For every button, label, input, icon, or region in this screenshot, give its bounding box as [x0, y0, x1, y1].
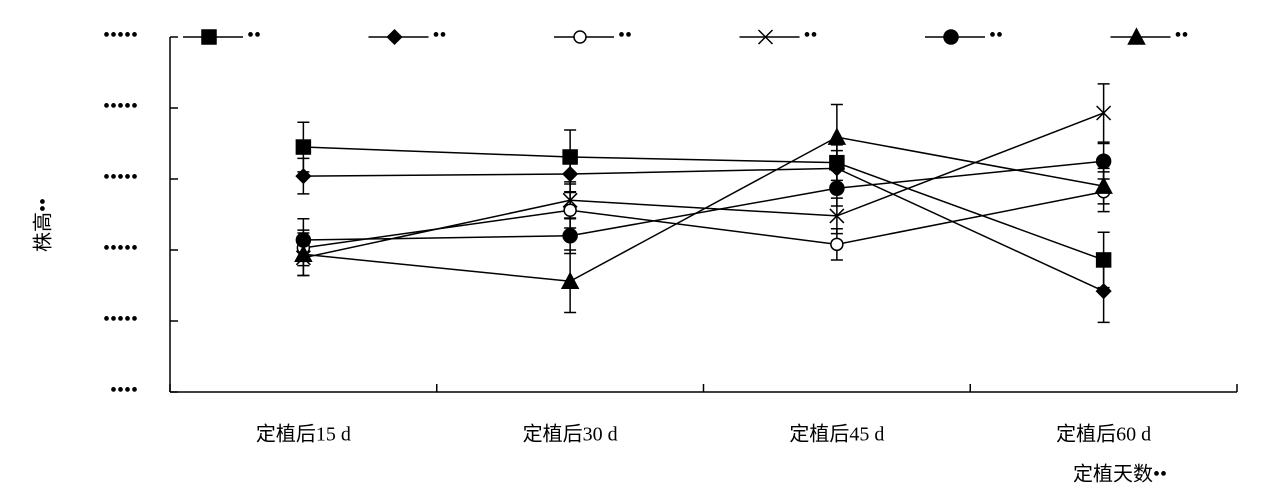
y-tick-label: •••••	[103, 309, 138, 331]
y-tick-label: ••••	[110, 380, 138, 402]
legend-label: ••	[247, 25, 261, 47]
x-tick-label: 定植后30 d	[523, 423, 618, 446]
point-marker	[829, 208, 845, 224]
point-marker	[1095, 252, 1112, 268]
legend-marker	[573, 30, 587, 44]
legend-marker	[201, 29, 217, 45]
point-marker	[563, 203, 577, 217]
point-marker	[829, 180, 845, 196]
y-tick-label: •••••	[103, 238, 138, 260]
point-marker	[560, 271, 580, 289]
legend-label: ••	[804, 25, 818, 47]
x-axis-label: 定植天数••	[1073, 463, 1167, 486]
point-marker	[1095, 283, 1112, 300]
legend-marker	[943, 29, 959, 45]
series-line	[303, 136, 1104, 283]
series-line	[303, 191, 1104, 249]
point-marker	[295, 139, 312, 155]
series-line	[303, 160, 1104, 241]
point-marker	[562, 228, 578, 244]
y-tick-label: •••••	[103, 96, 138, 118]
point-marker	[828, 160, 845, 177]
point-marker	[562, 192, 578, 208]
point-marker	[1096, 105, 1112, 121]
point-marker	[1095, 153, 1112, 169]
x-tick-label: 定植后60 d	[1056, 423, 1151, 446]
y-tick-label: •••••	[103, 167, 138, 189]
series-line	[303, 112, 1104, 259]
legend-label: ••	[989, 25, 1003, 47]
point-marker	[562, 149, 578, 165]
x-tick-label: 定植后45 d	[789, 423, 884, 446]
legend-label: ••	[1175, 25, 1189, 47]
legend-marker	[1127, 27, 1146, 45]
legend-label: ••	[618, 25, 632, 47]
legend-label: ••	[433, 25, 447, 47]
series-line	[303, 167, 1104, 292]
x-tick-label: 定植后15 d	[256, 423, 351, 446]
y-tick-label: •••••	[103, 25, 138, 47]
point-marker	[294, 244, 313, 263]
point-marker	[562, 165, 579, 183]
series-line	[303, 146, 1104, 261]
point-marker	[1094, 176, 1113, 194]
legend-marker	[757, 29, 774, 45]
y-axis-label: 株高••	[32, 198, 55, 252]
point-marker	[295, 168, 312, 185]
point-marker	[827, 127, 847, 145]
legend-marker	[386, 28, 403, 46]
point-marker	[830, 237, 844, 252]
